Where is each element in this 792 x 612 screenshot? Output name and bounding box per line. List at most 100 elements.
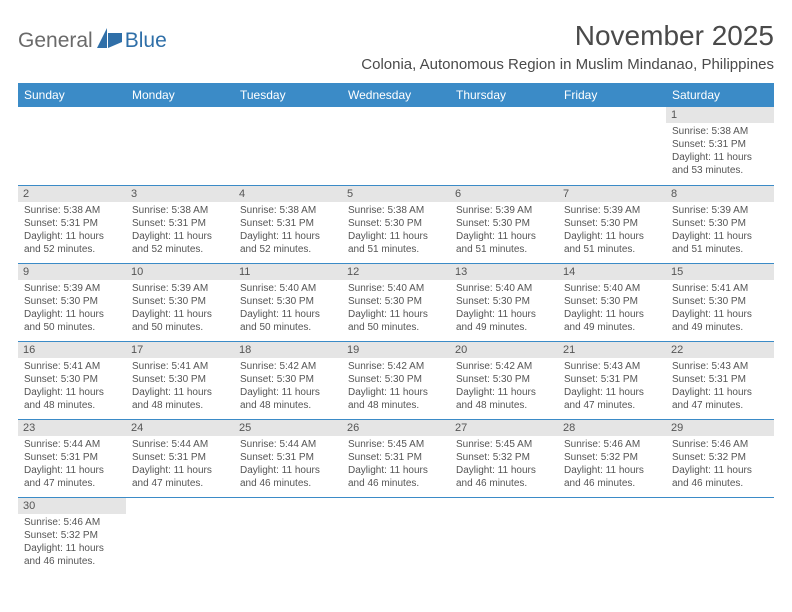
day-info: Sunrise: 5:46 AMSunset: 5:32 PMDaylight:… — [24, 516, 120, 568]
logo-icon — [97, 28, 123, 53]
empty-cell — [666, 497, 774, 575]
empty-cell — [342, 497, 450, 575]
day-number: 8 — [666, 186, 774, 202]
day-number: 11 — [234, 264, 342, 280]
day-info: Sunrise: 5:42 AMSunset: 5:30 PMDaylight:… — [240, 360, 336, 412]
day-number: 26 — [342, 420, 450, 436]
day-info: Sunrise: 5:39 AMSunset: 5:30 PMDaylight:… — [672, 204, 768, 256]
day-cell: 15 Sunrise: 5:41 AMSunset: 5:30 PMDayligh… — [666, 263, 774, 341]
day-number: 21 — [558, 342, 666, 358]
day-number: 27 — [450, 420, 558, 436]
day-info: Sunrise: 5:41 AMSunset: 5:30 PMDaylight:… — [672, 282, 768, 334]
day-info: Sunrise: 5:44 AMSunset: 5:31 PMDaylight:… — [132, 438, 228, 490]
day-info: Sunrise: 5:40 AMSunset: 5:30 PMDaylight:… — [240, 282, 336, 334]
day-info: Sunrise: 5:42 AMSunset: 5:30 PMDaylight:… — [456, 360, 552, 412]
day-number: 1 — [666, 107, 774, 123]
day-cell: 6 Sunrise: 5:39 AMSunset: 5:30 PMDaylight… — [450, 185, 558, 263]
day-number: 16 — [18, 342, 126, 358]
day-cell: 27 Sunrise: 5:45 AMSunset: 5:32 PMDayligh… — [450, 419, 558, 497]
empty-cell — [558, 107, 666, 185]
dow-header-monday: Monday — [126, 83, 234, 107]
day-cell: 10 Sunrise: 5:39 AMSunset: 5:30 PMDayligh… — [126, 263, 234, 341]
day-info: Sunrise: 5:44 AMSunset: 5:31 PMDaylight:… — [24, 438, 120, 490]
week-row: 1 Sunrise: 5:38 AMSunset: 5:31 PMDaylight… — [18, 107, 774, 185]
day-number: 17 — [126, 342, 234, 358]
day-cell: 26 Sunrise: 5:45 AMSunset: 5:31 PMDayligh… — [342, 419, 450, 497]
day-cell: 24Sunrise: 5:44 AMSunset: 5:31 PMDayligh… — [126, 419, 234, 497]
day-cell: 28 Sunrise: 5:46 AMSunset: 5:32 PMDayligh… — [558, 419, 666, 497]
empty-cell — [126, 107, 234, 185]
day-cell: 3Sunrise: 5:38 AMSunset: 5:31 PMDaylight… — [126, 185, 234, 263]
day-info: Sunrise: 5:43 AMSunset: 5:31 PMDaylight:… — [564, 360, 660, 412]
day-info: Sunrise: 5:41 AMSunset: 5:30 PMDaylight:… — [132, 360, 228, 412]
dow-header-sunday: Sunday — [18, 83, 126, 107]
week-row: 2Sunrise: 5:38 AMSunset: 5:31 PMDaylight… — [18, 185, 774, 263]
week-row: 30 Sunrise: 5:46 AMSunset: 5:32 PMDayligh… — [18, 497, 774, 575]
dow-header-row: SundayMondayTuesdayWednesdayThursdayFrid… — [18, 83, 774, 107]
day-info: Sunrise: 5:40 AMSunset: 5:30 PMDaylight:… — [456, 282, 552, 334]
day-cell: 23 Sunrise: 5:44 AMSunset: 5:31 PMDayligh… — [18, 419, 126, 497]
day-cell: 4 Sunrise: 5:38 AMSunset: 5:31 PMDaylight… — [234, 185, 342, 263]
day-info: Sunrise: 5:38 AMSunset: 5:31 PMDaylight:… — [672, 125, 768, 177]
day-cell: 21 Sunrise: 5:43 AMSunset: 5:31 PMDayligh… — [558, 341, 666, 419]
day-cell: 14Sunrise: 5:40 AMSunset: 5:30 PMDayligh… — [558, 263, 666, 341]
day-cell: 13 Sunrise: 5:40 AMSunset: 5:30 PMDayligh… — [450, 263, 558, 341]
day-cell: 8 Sunrise: 5:39 AMSunset: 5:30 PMDaylight… — [666, 185, 774, 263]
day-info: Sunrise: 5:46 AMSunset: 5:32 PMDaylight:… — [672, 438, 768, 490]
week-row: 9 Sunrise: 5:39 AMSunset: 5:30 PMDaylight… — [18, 263, 774, 341]
empty-cell — [18, 107, 126, 185]
day-number: 30 — [18, 498, 126, 514]
logo: General Blue — [18, 28, 167, 53]
day-cell: 9Sunrise: 5:39 AMSunset: 5:30 PMDaylight… — [18, 263, 126, 341]
day-cell: 2Sunrise: 5:38 AMSunset: 5:31 PMDaylight… — [18, 185, 126, 263]
day-info: Sunrise: 5:45 AMSunset: 5:32 PMDaylight:… — [456, 438, 552, 490]
day-info: Sunrise: 5:39 AMSunset: 5:30 PMDaylight:… — [132, 282, 228, 334]
day-info: Sunrise: 5:44 AMSunset: 5:31 PMDaylight:… — [240, 438, 336, 490]
day-info: Sunrise: 5:40 AMSunset: 5:30 PMDaylight:… — [348, 282, 444, 334]
dow-header-wednesday: Wednesday — [342, 83, 450, 107]
logo-text-blue: Blue — [125, 29, 167, 53]
dow-header-thursday: Thursday — [450, 83, 558, 107]
day-info: Sunrise: 5:41 AMSunset: 5:30 PMDaylight:… — [24, 360, 120, 412]
day-number: 19 — [342, 342, 450, 358]
day-cell: 30 Sunrise: 5:46 AMSunset: 5:32 PMDayligh… — [18, 497, 126, 575]
day-info: Sunrise: 5:38 AMSunset: 5:31 PMDaylight:… — [24, 204, 120, 256]
day-info: Sunrise: 5:42 AMSunset: 5:30 PMDaylight:… — [348, 360, 444, 412]
day-number: 6 — [450, 186, 558, 202]
day-number: 5 — [342, 186, 450, 202]
day-number: 15 — [666, 264, 774, 280]
day-cell: 18 Sunrise: 5:42 AMSunset: 5:30 PMDayligh… — [234, 341, 342, 419]
day-number: 18 — [234, 342, 342, 358]
day-number: 10 — [126, 264, 234, 280]
day-cell: 20Sunrise: 5:42 AMSunset: 5:30 PMDayligh… — [450, 341, 558, 419]
day-cell: 1 Sunrise: 5:38 AMSunset: 5:31 PMDaylight… — [666, 107, 774, 185]
day-info: Sunrise: 5:46 AMSunset: 5:32 PMDaylight:… — [564, 438, 660, 490]
day-info: Sunrise: 5:38 AMSunset: 5:31 PMDaylight:… — [240, 204, 336, 256]
day-cell: 16 Sunrise: 5:41 AMSunset: 5:30 PMDayligh… — [18, 341, 126, 419]
day-info: Sunrise: 5:38 AMSunset: 5:31 PMDaylight:… — [132, 204, 228, 256]
day-number: 4 — [234, 186, 342, 202]
day-number: 23 — [18, 420, 126, 436]
empty-cell — [558, 497, 666, 575]
day-number: 13 — [450, 264, 558, 280]
day-info: Sunrise: 5:45 AMSunset: 5:31 PMDaylight:… — [348, 438, 444, 490]
day-number: 14 — [558, 264, 666, 280]
day-number: 12 — [342, 264, 450, 280]
day-cell: 19 Sunrise: 5:42 AMSunset: 5:30 PMDayligh… — [342, 341, 450, 419]
empty-cell — [450, 107, 558, 185]
day-info: Sunrise: 5:39 AMSunset: 5:30 PMDaylight:… — [456, 204, 552, 256]
day-number: 9 — [18, 264, 126, 280]
day-number: 7 — [558, 186, 666, 202]
month-title: November 2025 — [361, 20, 774, 52]
location: Colonia, Autonomous Region in Muslim Min… — [361, 56, 774, 73]
day-number: 29 — [666, 420, 774, 436]
dow-header-saturday: Saturday — [666, 83, 774, 107]
day-cell: 5Sunrise: 5:38 AMSunset: 5:30 PMDaylight… — [342, 185, 450, 263]
day-info: Sunrise: 5:39 AMSunset: 5:30 PMDaylight:… — [564, 204, 660, 256]
day-number: 22 — [666, 342, 774, 358]
day-number: 28 — [558, 420, 666, 436]
week-row: 16 Sunrise: 5:41 AMSunset: 5:30 PMDayligh… — [18, 341, 774, 419]
dow-header-friday: Friday — [558, 83, 666, 107]
day-cell: 7 Sunrise: 5:39 AMSunset: 5:30 PMDaylight… — [558, 185, 666, 263]
empty-cell — [342, 107, 450, 185]
